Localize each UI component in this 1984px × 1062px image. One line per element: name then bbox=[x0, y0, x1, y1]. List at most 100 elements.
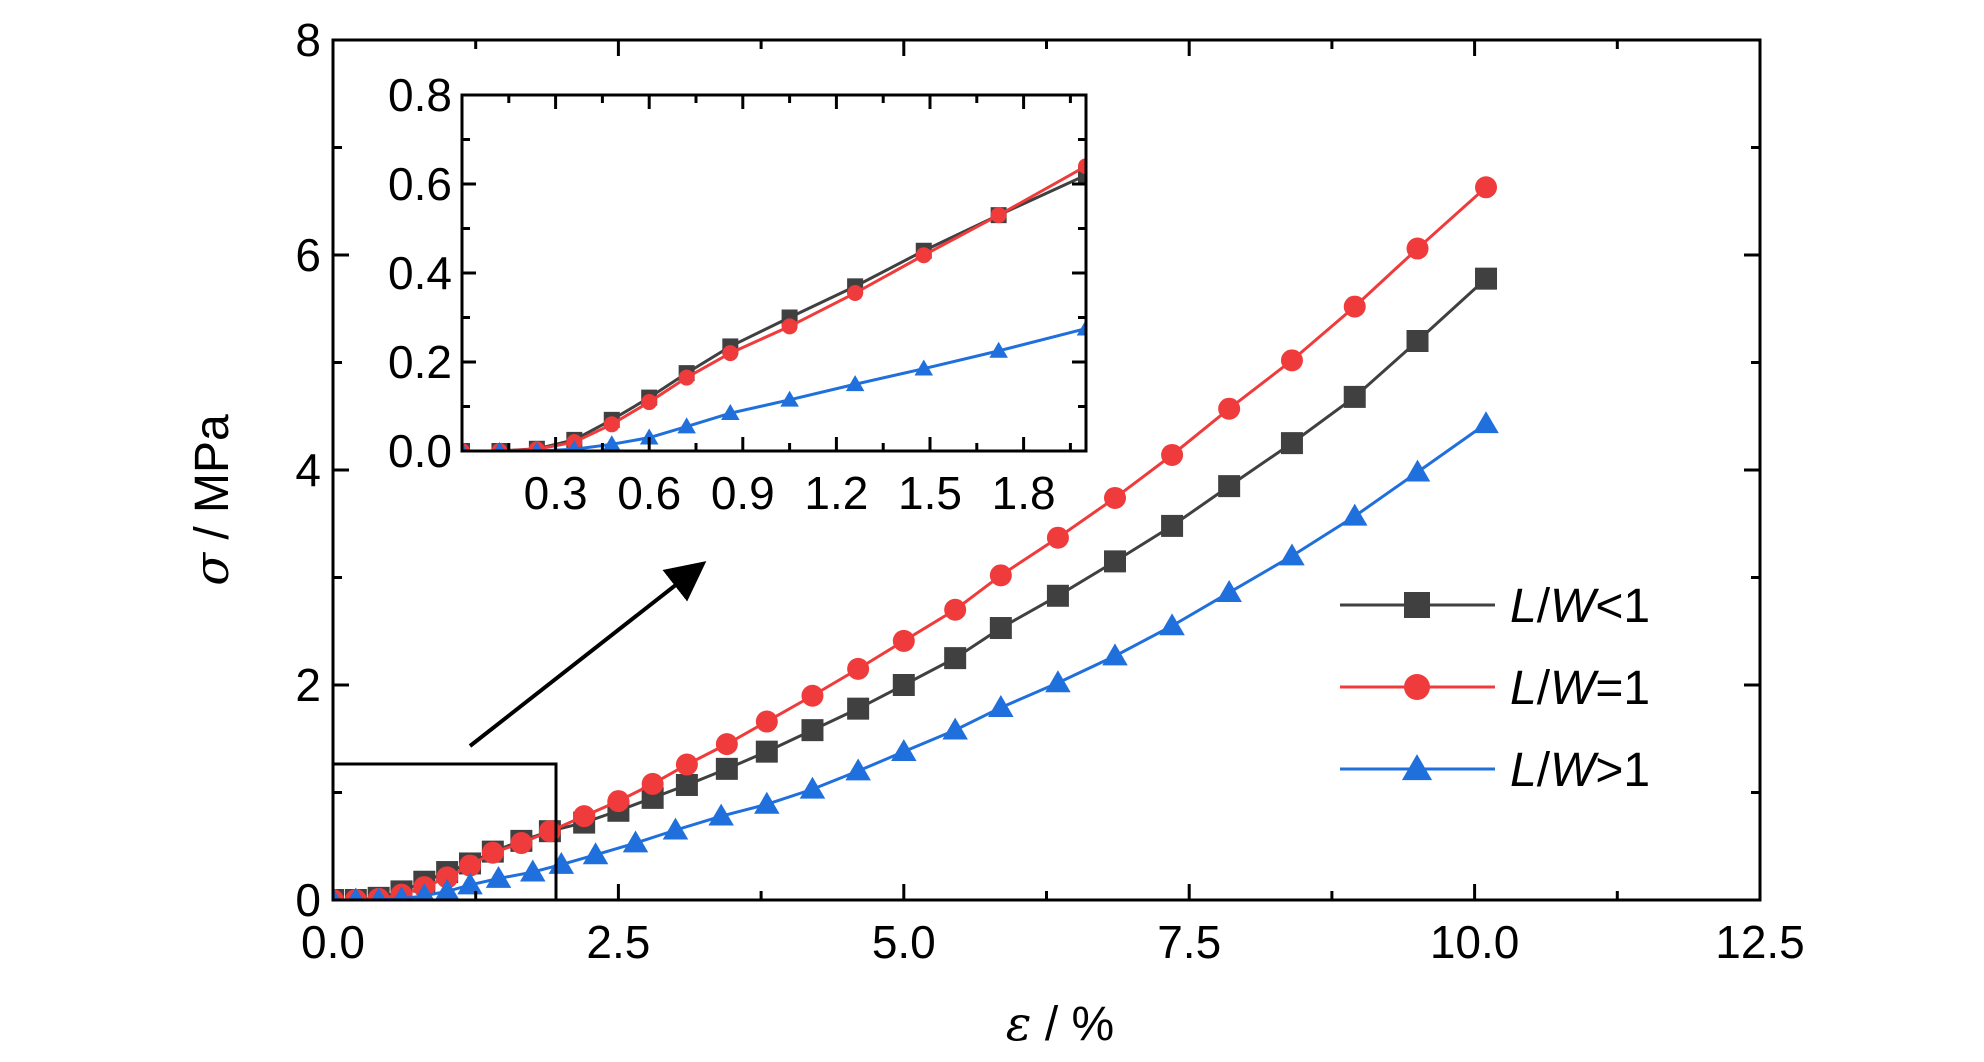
main-data-point bbox=[1406, 237, 1429, 260]
inset-data-point bbox=[531, 441, 543, 451]
main-x-tick-label: 10.0 bbox=[1430, 916, 1520, 968]
main-data-point bbox=[755, 710, 778, 733]
legend-marker-0 bbox=[1404, 592, 1430, 618]
main-data-point bbox=[1279, 543, 1305, 566]
main-data-point bbox=[1103, 486, 1126, 509]
zoom-arrow bbox=[468, 561, 707, 748]
legend-label-0: L/W<1 bbox=[1510, 580, 1650, 633]
main-data-point bbox=[675, 773, 698, 796]
y-axis-unit: / MPa bbox=[186, 414, 239, 553]
inset-data-point bbox=[722, 345, 739, 362]
main-data-point bbox=[436, 866, 459, 889]
main-series-line-2 bbox=[333, 422, 1487, 900]
main-data-point bbox=[662, 817, 689, 840]
zoom-region-box bbox=[331, 762, 558, 902]
inset-data-point bbox=[603, 416, 620, 433]
main-data-point bbox=[641, 772, 664, 795]
x-axis-symbol: ε bbox=[1006, 996, 1032, 1052]
main-data-point bbox=[1045, 670, 1071, 693]
inset-data-point bbox=[639, 428, 659, 445]
inset-y-tick-label: 0.4 bbox=[388, 247, 452, 299]
y-axis-symbol: σ bbox=[184, 552, 240, 586]
main-data-point bbox=[847, 657, 870, 680]
main-data-point bbox=[1218, 397, 1241, 420]
inset-data-point bbox=[567, 440, 581, 451]
main-data-point bbox=[1404, 459, 1431, 482]
main-data-point bbox=[1103, 550, 1126, 573]
main-data-point bbox=[1280, 349, 1303, 372]
main-data-point bbox=[845, 758, 871, 781]
main-data-point bbox=[1280, 432, 1303, 455]
main-data-point bbox=[520, 859, 546, 882]
legend-marker-2 bbox=[1401, 754, 1433, 781]
main-x-tick-label: 5.0 bbox=[872, 916, 936, 968]
main-x-tick-label: 12.5 bbox=[1715, 916, 1805, 968]
inset-x-tick-label: 1.8 bbox=[992, 467, 1056, 519]
inset-x-tick-label: 1.5 bbox=[898, 467, 962, 519]
main-data-point bbox=[715, 733, 738, 756]
main-data-point bbox=[1159, 613, 1185, 636]
main-x-tick-label: 2.5 bbox=[586, 916, 650, 968]
main-data-point bbox=[1161, 443, 1184, 466]
main-data-point bbox=[1475, 176, 1498, 199]
main-data-point bbox=[801, 719, 824, 742]
main-plot: 0.0 2.5 5.0 7.5 10.0 12.5 0 2 4 6 8 bbox=[295, 14, 1804, 968]
inset-data-point bbox=[914, 359, 934, 376]
inset-plot: 0.3 0.6 0.9 1.2 1.5 1.8 0.0 0.2 0.4 0.6 0.8 bbox=[388, 69, 1088, 519]
inset-x-tick-label: 0.9 bbox=[711, 467, 775, 519]
main-data-point bbox=[1218, 475, 1241, 498]
main-data-point bbox=[1046, 526, 1069, 549]
legend-label-1: L/W=1 bbox=[1510, 662, 1650, 715]
main-data-point bbox=[607, 790, 630, 813]
main-y-tick-label: 6 bbox=[295, 229, 321, 281]
inset-y-tick-label: 0.6 bbox=[388, 158, 452, 210]
main-data-point bbox=[371, 887, 386, 900]
inset-x-tick-label: 0.6 bbox=[617, 467, 681, 519]
main-data-point bbox=[708, 803, 734, 826]
main-data-point bbox=[1406, 330, 1429, 352]
main-x-tick-label: 7.5 bbox=[1157, 916, 1221, 968]
main-data-point bbox=[675, 753, 698, 776]
main-y-tick-label: 0 bbox=[295, 874, 321, 926]
inset-x-tick-label: 0.3 bbox=[524, 467, 588, 519]
main-x-tick-label: 0.0 bbox=[301, 916, 365, 968]
main-data-point bbox=[988, 695, 1014, 717]
main-data-point bbox=[573, 805, 596, 828]
main-data-point bbox=[510, 832, 533, 855]
main-data-point bbox=[989, 617, 1012, 640]
main-data-point bbox=[942, 717, 968, 740]
inset-data-point bbox=[781, 318, 798, 335]
main-data-point bbox=[434, 878, 460, 900]
main-data-point bbox=[1343, 295, 1366, 318]
main-data-point bbox=[799, 776, 826, 799]
main-data-point bbox=[1046, 584, 1069, 607]
inset-data-point bbox=[677, 417, 696, 434]
x-axis-unit: / % bbox=[1032, 998, 1115, 1051]
main-data-point bbox=[847, 697, 870, 720]
main-data-point bbox=[891, 739, 917, 762]
main-series-group bbox=[333, 176, 1499, 900]
main-data-point bbox=[1341, 503, 1368, 526]
inset-y-tick-label: 0.8 bbox=[388, 69, 452, 121]
inset-data-point bbox=[780, 390, 799, 407]
main-data-point bbox=[348, 887, 364, 900]
legend-label-2: L/W>1 bbox=[1510, 744, 1650, 797]
main-y-tick-label: 4 bbox=[295, 444, 321, 496]
main-data-point bbox=[333, 887, 341, 900]
inset-x-tick-label: 1.2 bbox=[804, 467, 868, 519]
main-data-point bbox=[989, 564, 1012, 587]
main-data-point bbox=[622, 830, 649, 853]
main-data-point bbox=[481, 841, 504, 864]
inset-data-point bbox=[1076, 319, 1086, 336]
main-data-point bbox=[715, 757, 738, 780]
inset-data-point bbox=[915, 247, 932, 264]
main-data-point bbox=[944, 647, 967, 670]
main-data-point bbox=[393, 886, 410, 900]
main-data-point bbox=[538, 820, 561, 843]
main-data-point bbox=[1475, 267, 1498, 290]
inset-series-group bbox=[462, 158, 1086, 451]
main-data-point bbox=[1343, 385, 1366, 408]
inset-data-point bbox=[845, 375, 865, 392]
inset-data-point bbox=[989, 341, 1008, 358]
